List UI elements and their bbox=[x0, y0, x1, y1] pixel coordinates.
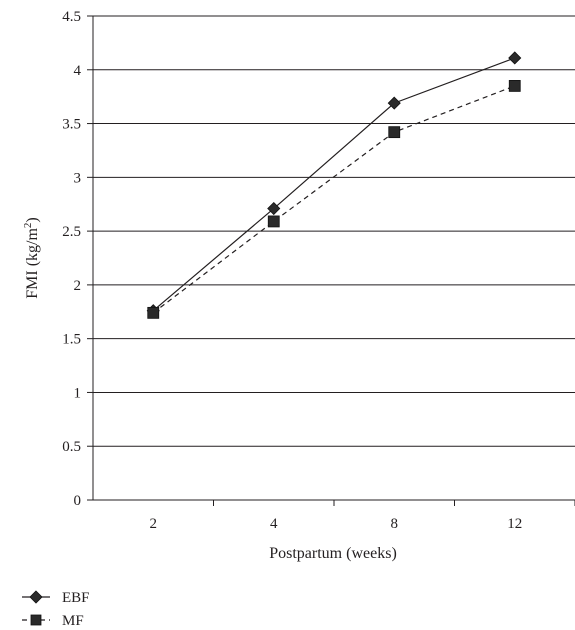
gridlines bbox=[93, 15, 575, 447]
y-tick-label: 2 bbox=[74, 278, 82, 294]
y-axis-title-close: ) bbox=[24, 217, 41, 222]
legend: EBF MF bbox=[22, 590, 90, 629]
data-point-mf bbox=[388, 126, 401, 139]
y-tick-label: 3.5 bbox=[62, 117, 81, 133]
y-axis-title-superscript: 2 bbox=[22, 223, 34, 229]
y-tick-label: 3 bbox=[74, 170, 82, 186]
data-point-mf bbox=[508, 80, 521, 92]
legend-label-ebf: EBF bbox=[62, 590, 90, 606]
y-tick-label: 0 bbox=[74, 493, 82, 509]
series-mf bbox=[147, 80, 521, 319]
series-ebf bbox=[146, 51, 522, 318]
data-point-ebf bbox=[267, 201, 281, 216]
legend-marker-mf bbox=[30, 614, 42, 626]
y-axis-title: FMI (kg/m2) bbox=[22, 217, 41, 299]
y-tick-label: 1.5 bbox=[62, 332, 81, 348]
y-tick-label: 1 bbox=[74, 385, 82, 401]
x-tick-labels: 2 4 8 12 bbox=[150, 500, 575, 532]
x-tick-label: 8 bbox=[391, 516, 399, 532]
series-line-mf bbox=[152, 85, 515, 314]
data-point-ebf bbox=[508, 51, 522, 65]
y-tick-label: 2.5 bbox=[62, 224, 81, 240]
x-tick-label: 2 bbox=[150, 516, 158, 532]
legend-marker-ebf bbox=[29, 590, 43, 604]
x-axis-title: Postpartum (weeks) bbox=[269, 545, 397, 562]
x-tick-label: 4 bbox=[270, 516, 278, 532]
series bbox=[146, 51, 522, 319]
axes bbox=[92, 16, 575, 501]
legend-item-ebf: EBF bbox=[22, 590, 90, 606]
legend-item-mf: MF bbox=[22, 613, 84, 629]
series-line-ebf bbox=[152, 57, 515, 312]
legend-label-mf: MF bbox=[62, 613, 84, 629]
y-tick-label: 0.5 bbox=[62, 439, 81, 455]
data-point-mf bbox=[147, 306, 160, 319]
y-tick-label: 4.5 bbox=[62, 9, 81, 25]
y-tick-labels: 0 0.5 1 1.5 2 2.5 3 3.5 4 4.5 bbox=[62, 9, 93, 509]
data-point-mf bbox=[267, 215, 280, 228]
y-tick-label: 4 bbox=[74, 63, 82, 79]
data-point-ebf bbox=[387, 96, 401, 110]
x-tick-label: 12 bbox=[507, 516, 522, 532]
y-axis-title-main: FMI (kg/m bbox=[24, 228, 41, 299]
